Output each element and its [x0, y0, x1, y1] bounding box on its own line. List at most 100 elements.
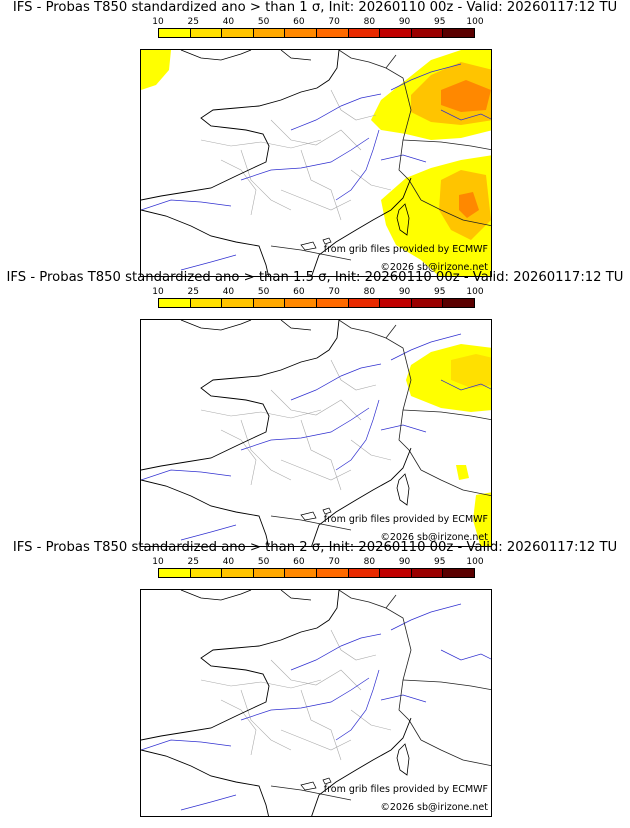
department-border [240, 149, 292, 211]
river [141, 469, 232, 481]
colorbar-segment [221, 569, 253, 577]
colorbar-tick-label: 50 [257, 557, 270, 567]
country-border [270, 245, 352, 261]
river [440, 649, 491, 661]
colorbar-tick-label: 80 [363, 557, 376, 567]
river [390, 63, 462, 91]
uk-coastline [280, 320, 312, 331]
colorbar-segment [347, 29, 380, 37]
department-border [220, 159, 257, 216]
country-border [402, 679, 491, 691]
country-border [402, 409, 491, 421]
map-panel-3: IFS - Probas T850 standardized ano > tha… [0, 540, 630, 817]
country-border [402, 139, 491, 151]
colorbar-tick-label: 50 [257, 287, 270, 297]
river [380, 424, 427, 433]
colorbar-tick-label: 60 [293, 557, 305, 567]
colorbar-tick-label: 10 [152, 557, 164, 567]
river [290, 363, 382, 401]
copyright-credit: ©2026 sb@irizone.net [380, 532, 488, 543]
coastline [311, 177, 412, 276]
colorbar-tick-label: 40 [222, 557, 235, 567]
department-border [350, 439, 392, 461]
department-border [240, 419, 292, 481]
colorbar-tick-label: 80 [363, 17, 376, 27]
colorbar-tick-label: 25 [187, 17, 199, 27]
colorbar-tick-label: 80 [363, 287, 376, 297]
colorbar-segment [284, 29, 316, 37]
department-border [330, 89, 377, 121]
colorbar-segment [379, 29, 411, 37]
uk-coastline [180, 50, 252, 61]
colorbar-segment [221, 299, 253, 307]
island-coastline [322, 237, 332, 245]
colorbar [158, 568, 475, 578]
colorbar-segment [189, 29, 222, 37]
uk-coastline [280, 50, 312, 61]
island-coastline [300, 511, 317, 521]
department-border [300, 419, 342, 491]
source-credit: from grib files provided by ECMWF [323, 784, 488, 795]
copyright-credit: ©2026 sb@irizone.net [380, 802, 488, 813]
colorbar [158, 298, 475, 308]
colorbar-segment [379, 569, 411, 577]
colorbar-segment [442, 29, 474, 37]
country-border [420, 739, 491, 767]
map-frame: from grib files provided by ECMWF ©2026 … [140, 589, 492, 817]
department-border [220, 699, 257, 756]
colorbar-tick-label: 100 [466, 557, 484, 567]
colorbar-tick-label: 25 [187, 557, 199, 567]
river [141, 199, 232, 211]
colorbar-segment [252, 29, 285, 37]
river [290, 93, 382, 131]
department-border [270, 119, 362, 151]
colorbar-segment [221, 29, 253, 37]
colorbar-segment [379, 299, 411, 307]
corsica-coastline [396, 743, 410, 776]
colorbar-segment [252, 569, 285, 577]
coastline [141, 590, 340, 741]
country-border [420, 469, 491, 497]
coastline [311, 447, 412, 546]
river [180, 794, 237, 811]
panel-title: IFS - Probas T850 standardized ano > tha… [6, 270, 624, 285]
colorbar-tick-label: 70 [328, 17, 340, 27]
corsica-coastline [396, 203, 410, 236]
coastline [141, 320, 340, 471]
colorbar-segment [347, 299, 380, 307]
department-border [200, 409, 322, 419]
country-border [338, 320, 422, 471]
country-border [338, 50, 422, 201]
river [290, 633, 382, 671]
department-border [300, 689, 342, 761]
colorbar-labels: 10 25 40 50 60 70 80 90 95 100 [152, 287, 483, 298]
probability-area [473, 492, 491, 546]
department-border [330, 359, 377, 391]
colorbar-tick-label: 70 [328, 557, 340, 567]
department-border [300, 149, 342, 221]
copyright-credit: ©2026 sb@irizone.net [380, 262, 488, 273]
uk-coastline [280, 590, 312, 601]
uk-coastline [180, 320, 252, 331]
department-border [200, 679, 322, 689]
probability-area [459, 192, 479, 218]
panel-title: IFS - Probas T850 standardized ano > tha… [12, 0, 618, 15]
country-border [420, 199, 491, 227]
country-border [270, 515, 352, 531]
river [240, 407, 370, 451]
colorbar-tick-label: 70 [328, 287, 340, 297]
colorbar-segment [347, 569, 380, 577]
department-border [270, 389, 362, 421]
colorbar-segment [410, 569, 443, 577]
coastline [141, 209, 270, 276]
colorbar-tick-label: 50 [257, 17, 270, 27]
river [390, 333, 462, 361]
colorbar-segment [159, 299, 190, 307]
country-border [385, 54, 397, 69]
colorbar-segment [410, 29, 443, 37]
corsica-coastline [396, 473, 410, 506]
river [380, 694, 427, 703]
colorbar-tick-label: 40 [222, 17, 235, 27]
colorbar-tick-label: 90 [398, 17, 411, 27]
colorbar-tick-label: 90 [398, 287, 411, 297]
